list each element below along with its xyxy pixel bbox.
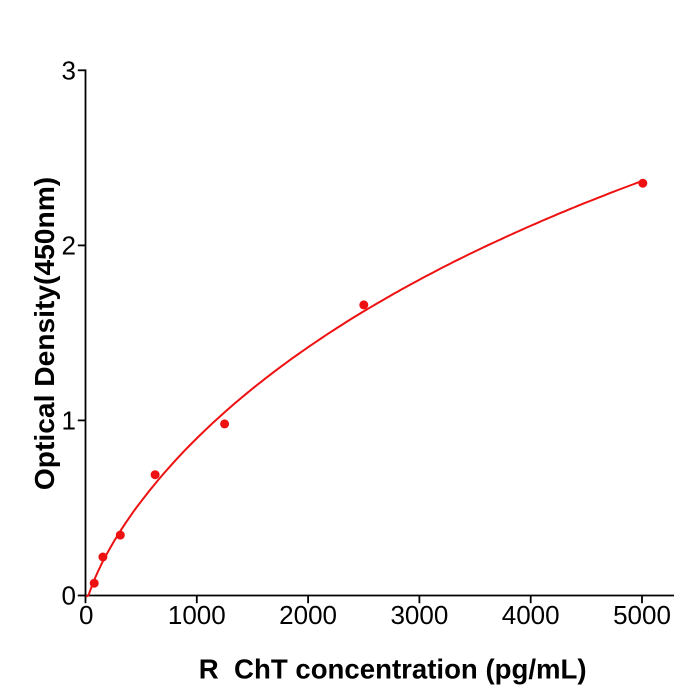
svg-text:5000: 5000 (613, 600, 671, 630)
svg-text:2000: 2000 (279, 600, 337, 630)
svg-text:3000: 3000 (390, 600, 448, 630)
svg-text:1000: 1000 (168, 600, 226, 630)
svg-text:0: 0 (62, 581, 76, 611)
svg-text:R ChT concentration (pg/mL): R ChT concentration (pg/mL) (199, 653, 587, 684)
svg-text:4000: 4000 (502, 600, 560, 630)
svg-text:Optical Density(450nm): Optical Density(450nm) (28, 177, 60, 490)
svg-text:2: 2 (62, 231, 76, 261)
svg-text:3: 3 (62, 55, 76, 85)
svg-text:1: 1 (62, 406, 76, 436)
svg-text:0: 0 (79, 600, 93, 630)
